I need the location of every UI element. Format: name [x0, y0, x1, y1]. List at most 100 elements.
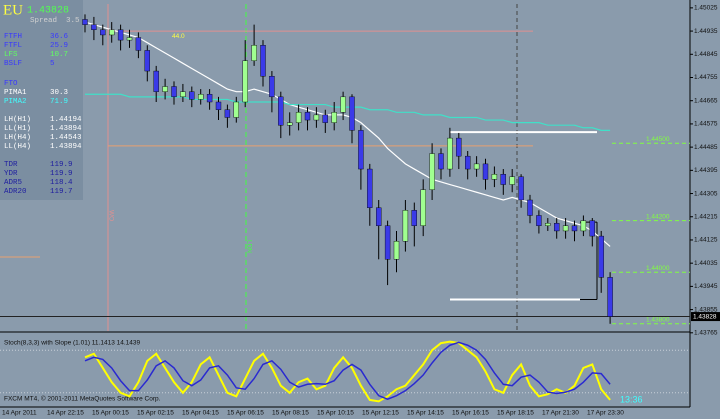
candle-body	[607, 277, 613, 317]
last-price-box	[691, 312, 720, 322]
level-label: 44.0	[172, 33, 185, 40]
info-value: 119.9	[50, 170, 73, 178]
candle-body	[233, 101, 240, 118]
stoch-title: Stoch(8,3,3) with Slope (1.01) 11.1413 1…	[4, 340, 140, 347]
candle-body	[108, 29, 115, 36]
target-label: 1.44000	[646, 265, 670, 272]
candle-body	[500, 174, 506, 185]
candle-body	[313, 114, 320, 121]
candle-body	[171, 86, 177, 98]
y-tick-label: 1.43945	[694, 283, 718, 290]
x-tick-label: 15 Apr 18:15	[497, 410, 534, 417]
symbol: EU	[3, 2, 23, 18]
y-tick-label: 1.43855	[694, 306, 718, 313]
last-price-label: 1.43828	[693, 313, 717, 320]
candle-body	[598, 235, 604, 278]
candle-body	[509, 176, 515, 185]
candle-body	[589, 220, 595, 237]
candle-body	[287, 122, 293, 126]
candle-body	[215, 101, 222, 110]
candle-body	[242, 60, 248, 103]
x-tick-label: 17 Apr 21:30	[542, 410, 579, 417]
candle-body	[197, 94, 204, 100]
x-tick-label: 17 Apr 23:30	[587, 410, 624, 417]
candle-body	[429, 153, 435, 190]
candle-body	[91, 24, 97, 30]
y-tick-label: 1.44485	[694, 144, 718, 151]
info-label: ADR5	[4, 179, 23, 187]
y-tick-label: 1.44845	[694, 51, 718, 58]
candle-body	[420, 189, 426, 226]
y-tick-label: 1.44305	[694, 190, 718, 197]
candle-body	[571, 225, 578, 232]
candle-body	[180, 91, 186, 98]
x-tick-label: 15 Apr 16:15	[452, 410, 489, 417]
spread: 3.5	[66, 17, 80, 25]
target-label: 1.44200	[646, 213, 670, 220]
candle-body	[518, 176, 524, 201]
price: 1.43828	[27, 6, 69, 17]
candle-body	[358, 130, 364, 170]
y-tick-label: 1.44125	[694, 237, 718, 244]
info-label: TDR	[4, 161, 18, 169]
candle-body	[491, 174, 498, 180]
candle-body	[126, 37, 133, 41]
candle-body	[260, 45, 266, 77]
session-label: WO	[107, 210, 114, 221]
candle-body	[438, 153, 444, 170]
stoch-signal	[84, 341, 611, 400]
candle-body	[580, 220, 587, 232]
stoch-main	[84, 340, 611, 403]
info-label: ADR20	[4, 188, 27, 196]
candle-body	[562, 225, 569, 232]
copyright: FXCM MT4, © 2001-2011 MetaQuotes Softwar…	[4, 395, 161, 403]
x-tick-label: 14 Apr 22:15	[47, 410, 84, 417]
candle-body	[411, 210, 417, 226]
candle-body	[135, 37, 142, 51]
candle-body	[189, 91, 195, 100]
candle-body	[482, 163, 489, 180]
x-tick-label: 15 Apr 10:15	[317, 410, 354, 417]
info-panel	[0, 0, 83, 200]
candle-body	[349, 96, 355, 131]
info-label: PIMA2	[4, 98, 27, 106]
info-value: 10.7	[50, 51, 68, 59]
x-tick-label: 15 Apr 08:15	[272, 410, 309, 417]
x-tick-label: 14 Apr 2011	[2, 410, 37, 417]
target-label: 1.43800	[646, 316, 670, 323]
candle-body	[82, 19, 88, 25]
info-value: 1.43894	[50, 143, 82, 151]
candle-body	[554, 223, 560, 232]
candle-body	[402, 210, 409, 242]
timer: 13:36	[620, 394, 643, 404]
candle-body	[100, 29, 106, 36]
info-value: 5	[50, 60, 55, 68]
info-value: 1.44194	[50, 116, 82, 124]
target-label: 1.44500	[646, 136, 670, 143]
info-label: FTO	[4, 80, 18, 88]
y-tick-label: 1.44935	[694, 28, 718, 35]
candle-body	[384, 225, 391, 260]
y-tick-label: 1.44755	[694, 74, 718, 81]
info-label: FTFL	[4, 42, 23, 50]
info-value: 119.7	[50, 188, 73, 196]
moving-average	[84, 21, 611, 247]
candle-body	[393, 241, 400, 260]
candle-body	[536, 215, 542, 226]
y-tick-label: 1.44215	[694, 213, 718, 220]
info-value: 71.9	[50, 98, 68, 106]
spread-label: Spread	[30, 17, 57, 25]
candle-body	[447, 137, 453, 170]
x-tick-label: 15 Apr 14:15	[407, 410, 444, 417]
candle-body	[251, 45, 257, 61]
candle-body	[117, 29, 124, 41]
x-tick-label: 15 Apr 06:15	[227, 410, 264, 417]
x-tick-label: 15 Apr 12:15	[362, 410, 399, 417]
candle-body	[331, 112, 337, 123]
info-value: 119.9	[50, 161, 73, 169]
y-tick-label: 1.44575	[694, 121, 718, 128]
y-tick-label: 1.44035	[694, 260, 718, 267]
y-tick-label: 1.44665	[694, 97, 718, 104]
info-value: 25.9	[50, 42, 68, 50]
